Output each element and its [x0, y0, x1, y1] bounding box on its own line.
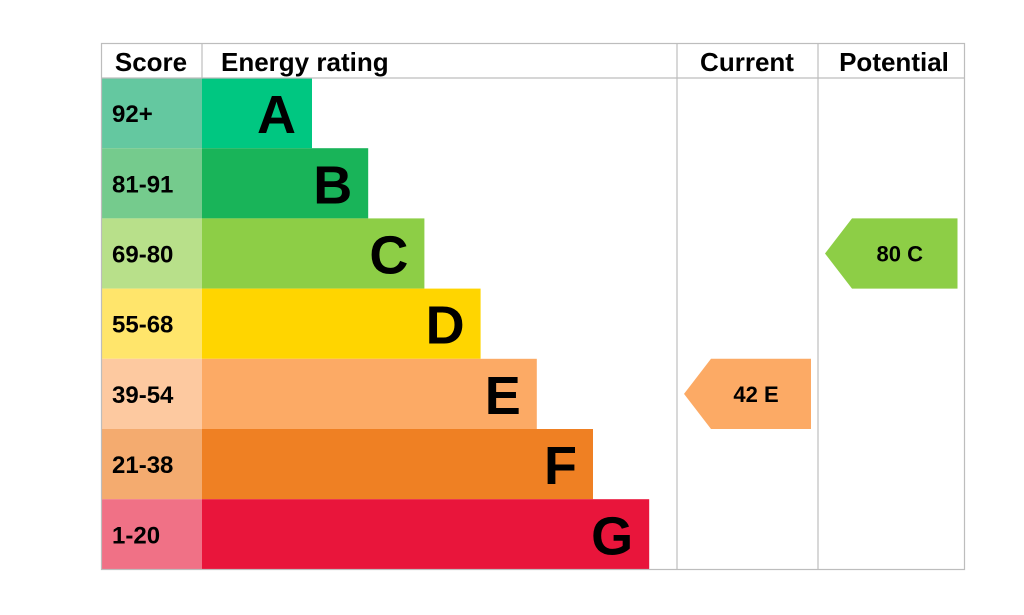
band-bar-b	[202, 148, 369, 219]
score-label-g: 1-20	[112, 522, 160, 549]
score-cell-b	[101, 148, 202, 219]
band-letter-e: E	[485, 366, 521, 426]
header-score: Score	[115, 47, 187, 77]
score-cell-d	[101, 288, 202, 359]
current-rating-label: 42 E	[733, 382, 778, 407]
header-potential: Potential	[839, 47, 949, 77]
score-cell-a	[101, 78, 202, 149]
band-bar-f	[202, 429, 593, 500]
band-letter-f: F	[544, 436, 577, 496]
score-label-f: 21-38	[112, 452, 173, 479]
band-bar-c	[202, 218, 425, 289]
band-bar-d	[202, 288, 481, 359]
score-cell-e	[101, 358, 202, 429]
band-bar-g	[202, 499, 650, 570]
rating-flags: 42 E 80 C	[684, 218, 958, 429]
score-label-b: 81-91	[112, 171, 173, 198]
score-label-c: 69-80	[112, 242, 173, 269]
potential-rating-label: 80 C	[877, 242, 924, 267]
band-bar-a	[202, 78, 312, 149]
score-label-d: 55-68	[112, 312, 173, 339]
band-letter-a: A	[257, 85, 296, 145]
band-letter-c: C	[369, 226, 408, 286]
score-label-a: 92+	[112, 101, 153, 128]
header-energy-rating: Energy rating	[221, 47, 389, 77]
score-cell-g	[101, 499, 202, 570]
score-label-e: 39-54	[112, 382, 174, 409]
band-letter-b: B	[313, 155, 352, 215]
table-border	[100, 42, 966, 571]
header-current: Current	[700, 47, 794, 77]
rating-bands: 92+ A 81-91 B 69-80 C 55-68 D 39-54 E 21-38 F 1-20 G	[101, 78, 650, 570]
current-rating-arrow	[684, 358, 811, 429]
potential-rating-arrow	[825, 218, 958, 289]
table-grid	[100, 42, 966, 571]
band-letter-d: D	[426, 296, 465, 356]
score-cell-c	[101, 218, 202, 289]
band-bar-e	[202, 358, 537, 429]
band-letter-g: G	[591, 506, 633, 566]
score-cell-f	[101, 429, 202, 500]
